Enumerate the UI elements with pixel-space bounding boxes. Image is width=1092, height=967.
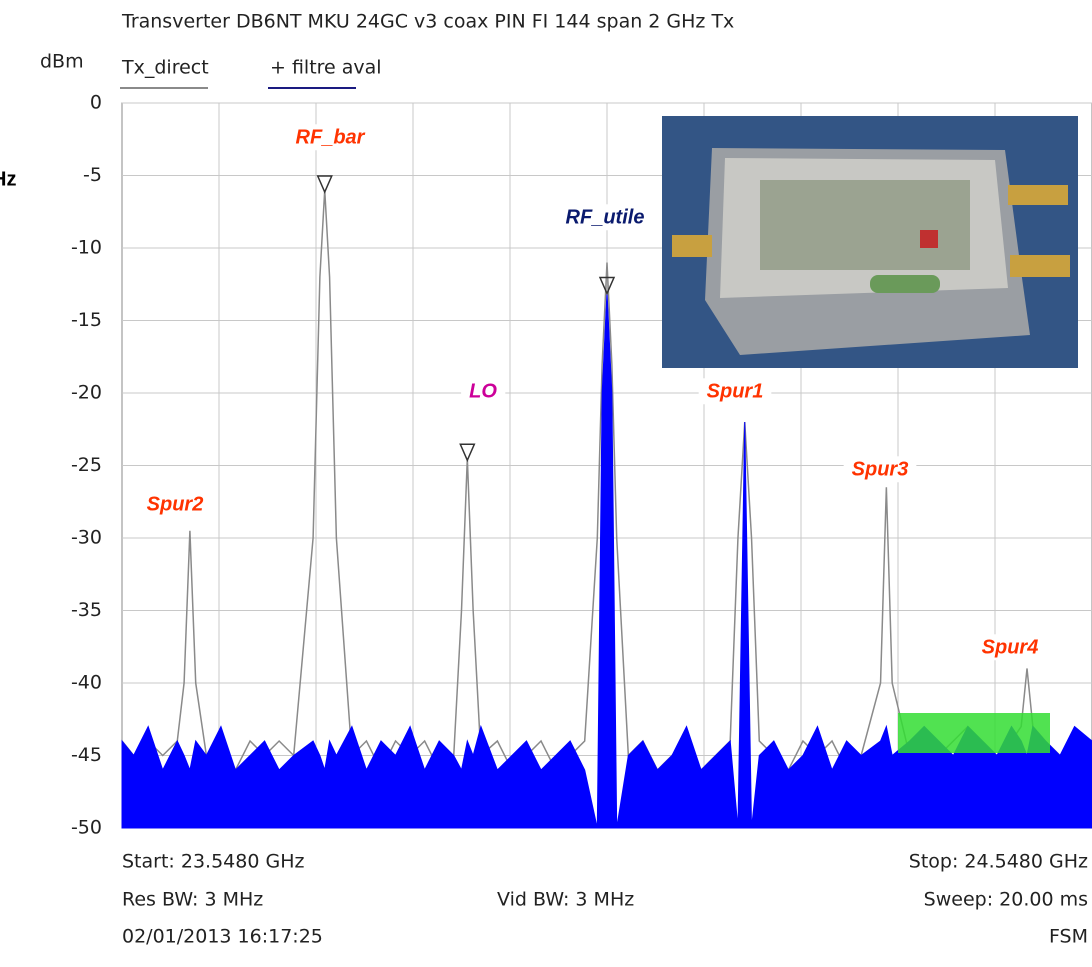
annotation-bg	[698, 378, 772, 405]
footer-date: 02/01/2013 16:17:25	[122, 926, 323, 948]
annotation-bg	[843, 456, 917, 483]
footer-vid-bw: Vid BW: 3 MHz	[497, 889, 634, 911]
y-tick-label: -15	[71, 309, 102, 331]
annotation: LO	[469, 380, 497, 402]
legend-label: + filtre aval	[270, 57, 382, 79]
annotation-bg	[973, 634, 1047, 661]
peak-marker	[459, 443, 476, 463]
annotation: Spur3	[852, 458, 909, 480]
y-tick-label: -40	[71, 672, 102, 694]
y-tick-label: -30	[71, 527, 102, 549]
annotation-bg	[557, 204, 653, 231]
y-tick-label: -45	[71, 744, 102, 766]
cut-label: Hz	[0, 168, 16, 190]
annotation: Spur2	[147, 493, 204, 515]
overlay: RF_bar RF_utile LO Spur1 Spur3 Spur2 Spur4	[138, 124, 1047, 661]
green-box	[898, 713, 1050, 753]
y-tick-label: -5	[83, 164, 102, 186]
photo-inset	[662, 116, 1078, 368]
y-tick-label: -20	[71, 382, 102, 404]
footer-sweep: Sweep: 20.00 ms	[924, 889, 1088, 911]
footer-stop: Stop: 24.5480 GHz	[909, 851, 1088, 873]
annotation-bg	[287, 124, 374, 151]
annotation: Spur4	[982, 636, 1039, 658]
peak-marker	[598, 276, 616, 296]
footer-start: Start: 23.5480 GHz	[122, 851, 304, 873]
footer-device: FSM	[1049, 926, 1088, 948]
y-tick-label: -35	[71, 599, 102, 621]
legend-label: Tx_direct	[121, 57, 209, 79]
y-tick-label: -25	[71, 454, 102, 476]
annotation-bg	[461, 378, 506, 405]
footer-res-bw: Res BW: 3 MHz	[122, 889, 263, 911]
y-tick-label: 0	[90, 92, 102, 114]
annotation-bg	[138, 491, 212, 518]
annotation: RF_utile	[566, 206, 645, 228]
chart-title: Transverter DB6NT MKU 24GC v3 coax PIN F…	[121, 11, 734, 33]
y-tick-label: -10	[71, 237, 102, 259]
y-axis-label: dBm	[40, 51, 84, 73]
annotation: Spur1	[707, 380, 764, 402]
y-tick-label: -50	[71, 817, 102, 839]
peak-marker	[316, 175, 333, 194]
annotation: RF_bar	[296, 126, 366, 148]
